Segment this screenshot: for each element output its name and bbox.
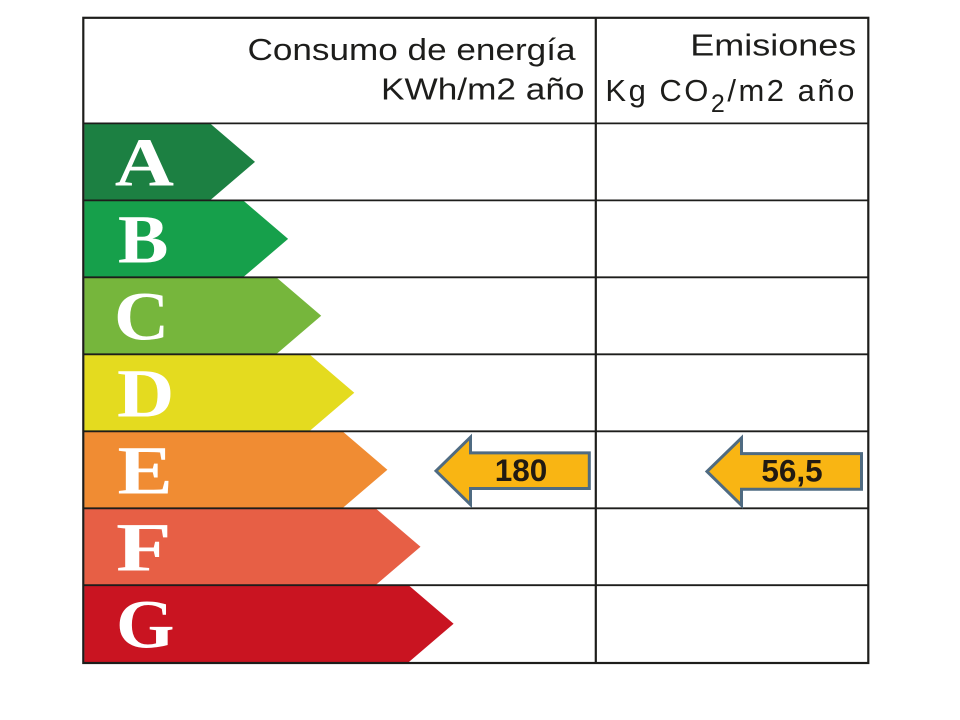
svg-text:A: A <box>115 125 175 201</box>
svg-text:Kg CO2/m2 año: Kg CO2/m2 año <box>605 73 856 118</box>
svg-text:B: B <box>118 201 169 278</box>
svg-text:56,5: 56,5 <box>761 452 822 488</box>
svg-text:C: C <box>114 278 169 355</box>
svg-text:Emisiones: Emisiones <box>690 28 856 63</box>
svg-text:Consumo de energía: Consumo de energía <box>248 32 577 67</box>
svg-text:E: E <box>117 433 172 509</box>
svg-text:180: 180 <box>495 452 548 488</box>
svg-text:G: G <box>116 586 175 662</box>
svg-text:F: F <box>116 510 172 586</box>
svg-text:KWh/m2 año: KWh/m2 año <box>381 71 585 106</box>
svg-text:D: D <box>117 356 174 432</box>
